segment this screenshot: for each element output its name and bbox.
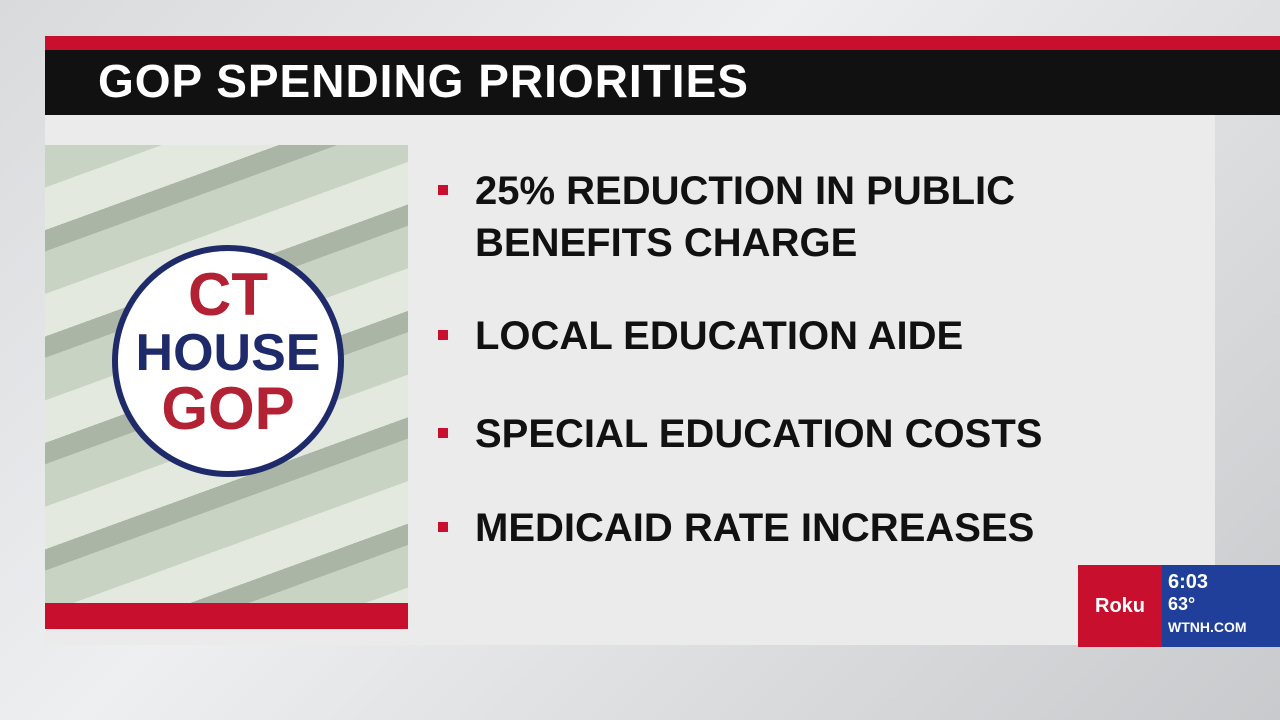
red-bar — [45, 36, 1280, 50]
bullet: LOCAL EDUCATION AIDE — [475, 314, 964, 358]
logo-house: HOUSE — [135, 324, 321, 382]
bullet: MEDICAID RATE INCREASES — [475, 506, 1035, 550]
time: 6:03 — [1168, 571, 1209, 593]
title-bar — [45, 50, 1280, 115]
bullet-square — [438, 522, 448, 532]
logo: CT HOUSE GOP — [112, 245, 344, 477]
bullet-square — [438, 185, 448, 195]
temp: 63° — [1168, 594, 1196, 614]
logo-ct: CT — [188, 261, 268, 328]
bullet: SPECIAL EDUCATION COSTS — [475, 412, 1043, 456]
logo-gop: GOP — [161, 375, 295, 442]
info: 6:03 63° WTNH.COM — [1162, 565, 1280, 647]
photo-stripe — [45, 603, 408, 629]
title: GOP SPENDING PRIORITIES — [98, 55, 749, 107]
sponsor: Roku — [1078, 565, 1162, 647]
site: WTNH.COM — [1168, 619, 1247, 635]
station-bug: Roku 6:03 63° WTNH.COM — [1078, 565, 1280, 647]
bullet-square — [438, 330, 448, 340]
bullet-square — [438, 428, 448, 438]
bullet: 25% REDUCTION IN PUBLIC BENEFITS CHARGE — [475, 169, 1016, 265]
